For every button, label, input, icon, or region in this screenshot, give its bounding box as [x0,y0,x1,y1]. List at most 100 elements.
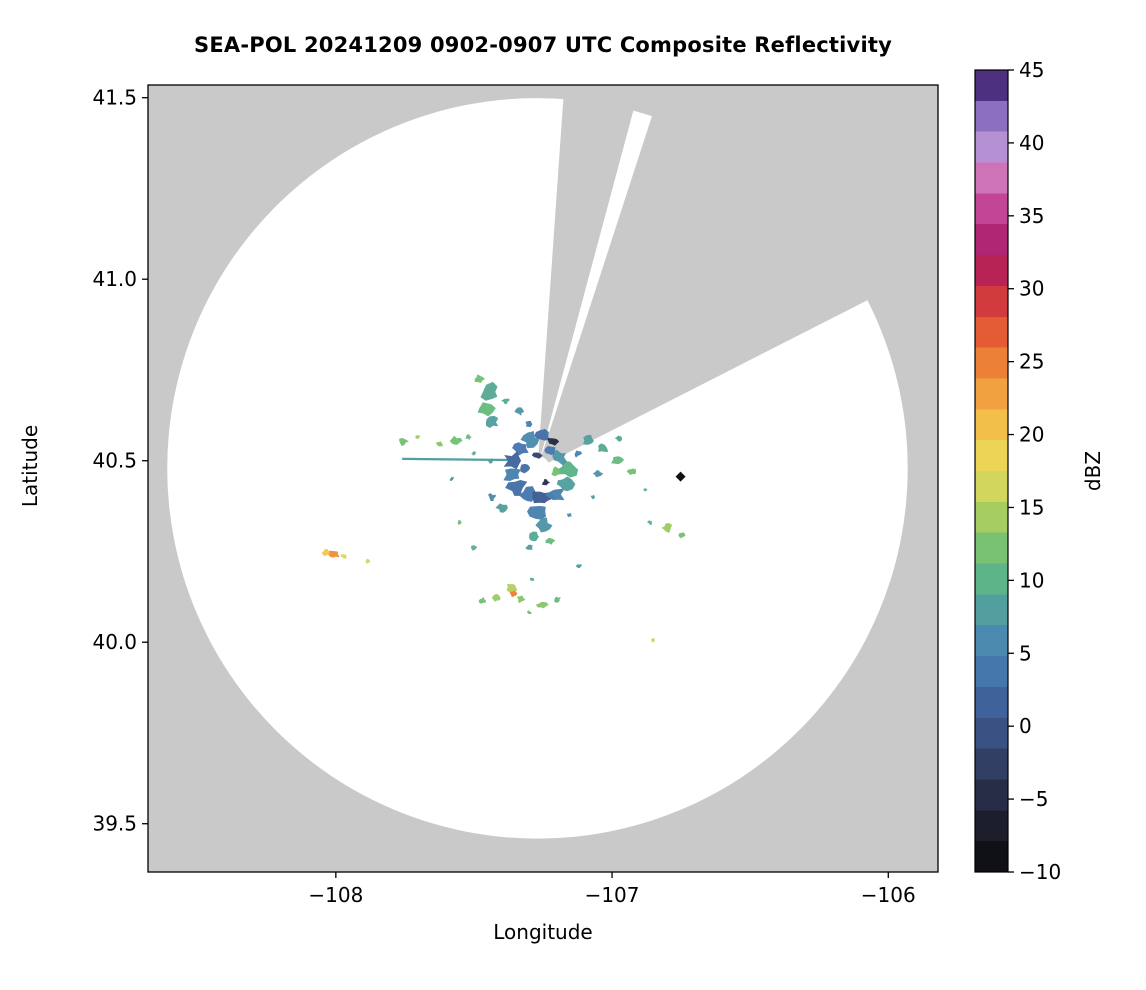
echo-blob [470,545,478,551]
echo-blob [678,532,686,539]
colorbar-tick-label: 45 [1019,58,1044,82]
x-axis-label: Longitude [493,920,593,944]
echo-blob [574,450,583,458]
echo-blob [506,584,518,593]
echo-blob [520,431,540,449]
echo-blob [661,523,673,533]
echo-blob [480,381,498,401]
echo-blob [598,443,609,452]
echo-blob [474,374,485,383]
echo-blob [529,531,540,542]
echo-blob [552,449,568,466]
echo-blob [527,610,532,615]
echo-blob [626,468,637,476]
echo-blob [477,402,496,417]
x-tick-label: −107 [585,883,640,907]
echo-blob [514,407,525,416]
echo-blob [525,544,533,550]
echo-blob [575,564,582,568]
echo-blob [531,452,543,459]
colorbar-tick-label: 25 [1019,350,1044,374]
echo-blob [592,470,604,478]
echo-blob [556,476,576,492]
colorbar-tick-label: 30 [1019,277,1044,301]
echo-blob [491,594,501,602]
echo-blob [465,434,472,441]
echo-blob [340,554,347,559]
echo-blob [542,478,551,486]
echo-blob [449,435,463,445]
echo-blob [321,549,330,557]
colorbar-tick-label: 10 [1019,568,1044,592]
y-axis-label: Latitude [18,424,42,508]
echo-blob [535,602,549,609]
colorbar-tick-label: 0 [1019,714,1032,738]
colorbar-tick-label: −5 [1019,787,1048,811]
echo-blob [495,503,508,513]
echo-blob [415,435,420,439]
y-tick-label: 41.0 [92,267,137,291]
echo-blob [554,596,561,603]
y-tick-label: 39.5 [92,812,137,836]
echo-blob [566,513,572,518]
echo-blob [530,577,535,581]
echo-blob [471,451,477,456]
echo-blob [505,480,528,496]
echo-blob [501,398,510,404]
y-tick-label: 40.0 [92,630,137,654]
colorbar-tick-label: 15 [1019,495,1044,519]
colorbar-tick-label: 20 [1019,423,1044,447]
echo-blob [457,519,462,525]
colorbar-label: dBZ [1081,450,1105,492]
echo-blob [488,458,494,464]
echo-ray [402,457,510,462]
radar-center-hole [525,455,550,481]
echo-blob [534,429,550,441]
colorbar-tick-label: 35 [1019,204,1044,228]
echo-blob [545,537,556,545]
echo-blob [399,437,409,447]
echo-blob [509,590,518,598]
echo-blob [485,415,499,428]
y-tick-label: 41.5 [92,86,137,110]
echo-blob [545,488,565,501]
echo-blob [611,456,625,465]
echo-blob [527,506,546,520]
x-tick-label: −108 [308,883,363,907]
plot-border [147,84,939,873]
diamond-marker [675,471,686,482]
colorbar-tick-label: −10 [1019,860,1061,884]
echo-blob [327,550,340,558]
echo-blob [650,637,655,643]
echo-blob [503,451,522,470]
echo-blob [516,595,526,604]
colorbar-tick-label: 5 [1019,641,1032,665]
echo-blob [436,441,443,447]
echo-blob [519,486,537,502]
echo-blob [535,517,553,533]
echo-blob [614,435,623,442]
echo-blob [449,476,454,482]
echo-blob [488,493,496,502]
y-tick-label: 40.5 [92,449,137,473]
echo-blob [520,463,531,474]
blocked-sector [537,85,641,469]
echo-blob [478,596,486,604]
colorbar-tick-label: 40 [1019,131,1044,155]
echo-blob [365,558,371,564]
x-tick-label: −106 [861,883,916,907]
echo-blob [544,446,556,456]
echo-blob [512,442,529,456]
echo-blob [647,520,652,526]
echo-blob [503,468,521,481]
echo-blob [525,420,533,428]
echo-blob [643,488,648,492]
echo-blob [583,434,594,445]
echo-blob [590,494,596,500]
blocked-sector [537,85,938,469]
echo-blob [557,461,579,478]
echo-blob [551,466,561,477]
chart-title: SEA-POL 20241209 0902-0907 UTC Composite… [194,33,892,57]
